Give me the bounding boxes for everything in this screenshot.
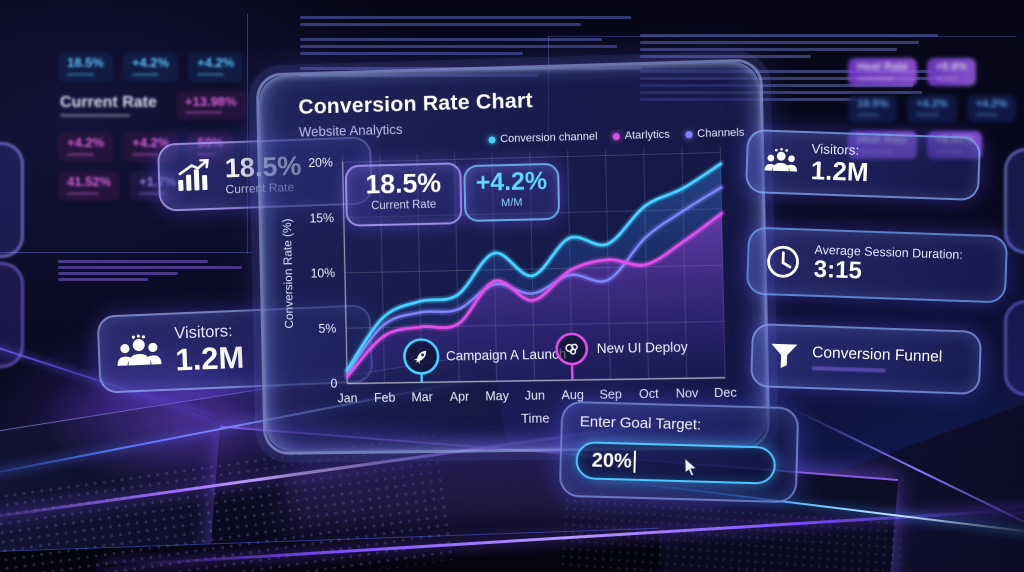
conversion-funnel-label: Conversion Funnel [811, 344, 943, 366]
chip-label: Current Rate [371, 198, 437, 213]
annotation-new-ui-deploy[interactable]: New UI Deploy [556, 332, 688, 380]
visitors-value: 1.2M [174, 339, 245, 378]
visitors-card-left[interactable]: Visitors: 1.2M [96, 304, 374, 394]
x-tick-labels: Jan Feb Mar Apr May Jun Aug Sep Oct Nov Dec [338, 386, 737, 406]
conversion-chart[interactable]: Campaign A Launch New UI Deploy 0 5% 10% 15% 2… [259, 62, 768, 452]
svg-text:Feb: Feb [374, 391, 396, 405]
bg-stat-chip: 18.5% [58, 52, 113, 82]
area-analytics [343, 213, 726, 384]
current-rate-card[interactable]: 18.5% Current Rate [156, 136, 374, 212]
svg-text:Oct: Oct [639, 387, 659, 401]
visitors-icon [764, 147, 799, 178]
y-tick-labels: 0 5% 10% 15% 20% [308, 156, 337, 391]
session-duration-card[interactable]: Average Session Duration: 3:15 [745, 226, 1009, 304]
chip-value: 18.5% [365, 167, 442, 200]
blurred-sub-label [811, 365, 886, 373]
annotation-label: Campaign A Launch [446, 346, 567, 363]
svg-text:Mar: Mar [411, 390, 433, 404]
mom-change-chip: +4.2% M/M [463, 162, 561, 223]
clock-icon [764, 243, 801, 280]
goal-target-label: Enter Goal Target: [579, 413, 702, 434]
svg-text:May: May [485, 389, 510, 403]
mouse-cursor-icon [683, 457, 701, 481]
x-axis-title: Time [521, 410, 550, 426]
bg-stat-chip: +4.2% [907, 94, 957, 123]
glass-edge [0, 142, 24, 258]
svg-text:Jun: Jun [525, 388, 546, 402]
svg-text:Apr: Apr [450, 390, 470, 404]
visitors-icon [115, 332, 163, 374]
svg-text:20%: 20% [308, 156, 333, 171]
bg-stat-chip: 18.5% [848, 94, 898, 123]
divider [548, 36, 1016, 37]
conversion-funnel-card[interactable]: Conversion Funnel [749, 323, 983, 395]
bg-stat-chip: 41.52% [58, 171, 121, 201]
goal-target-card: Enter Goal Target: 20% [558, 400, 800, 504]
annotation-campaign-a-launch[interactable]: Campaign A Launch [404, 337, 567, 383]
goal-target-value: 20% [591, 449, 633, 473]
bar-chart-icon [175, 158, 212, 194]
svg-text:5%: 5% [318, 321, 336, 335]
rocket-icon [413, 348, 429, 365]
svg-text:15%: 15% [309, 211, 334, 226]
visitors-value: 1.2M [810, 155, 870, 188]
svg-text:Nov: Nov [676, 386, 700, 401]
current-rate-chip: 18.5% Current Rate [344, 162, 463, 227]
glass-edge [1004, 300, 1024, 396]
annotation-label: New UI Deploy [597, 339, 688, 356]
svg-text:Sep: Sep [599, 387, 622, 401]
bg-stat-chip: +4.2% [58, 132, 114, 163]
blurred-paragraph [58, 260, 258, 284]
y-axis-title: Conversion Rate (%) [280, 218, 296, 328]
session-duration-value: 3:15 [813, 255, 863, 285]
bg-stat-chip: +4.2% [966, 94, 1017, 123]
goal-target-input[interactable]: 20% [575, 441, 777, 485]
divider [0, 252, 252, 253]
glass-edge [1004, 148, 1024, 254]
svg-text:Jan: Jan [338, 391, 358, 405]
bg-stat-chip: +13.98% [175, 90, 246, 121]
svg-text:Aug: Aug [561, 388, 584, 402]
svg-text:10%: 10% [310, 266, 335, 280]
chip-value: +4.2% [475, 167, 548, 197]
bg-stat-chip: +4.2% [122, 52, 179, 82]
divider [247, 14, 248, 254]
glass-edge [0, 262, 24, 368]
svg-text:0: 0 [330, 377, 337, 391]
bg-stat-chip: Current Rate [58, 91, 166, 124]
chip-label: M/M [501, 196, 523, 210]
bg-stat-chip: Heat Rate [848, 58, 917, 86]
bg-stat-chip: +4.2% [188, 52, 244, 82]
bg-stat-chip: +8.8% [926, 58, 977, 86]
funnel-icon [769, 341, 800, 372]
conversion-rate-panel: Conversion Rate Chart Website Analytics … [255, 58, 771, 455]
visitors-card-right[interactable]: Visitors: 1.2M [744, 128, 982, 202]
svg-text:Dec: Dec [714, 386, 737, 401]
text-caret [633, 450, 637, 473]
